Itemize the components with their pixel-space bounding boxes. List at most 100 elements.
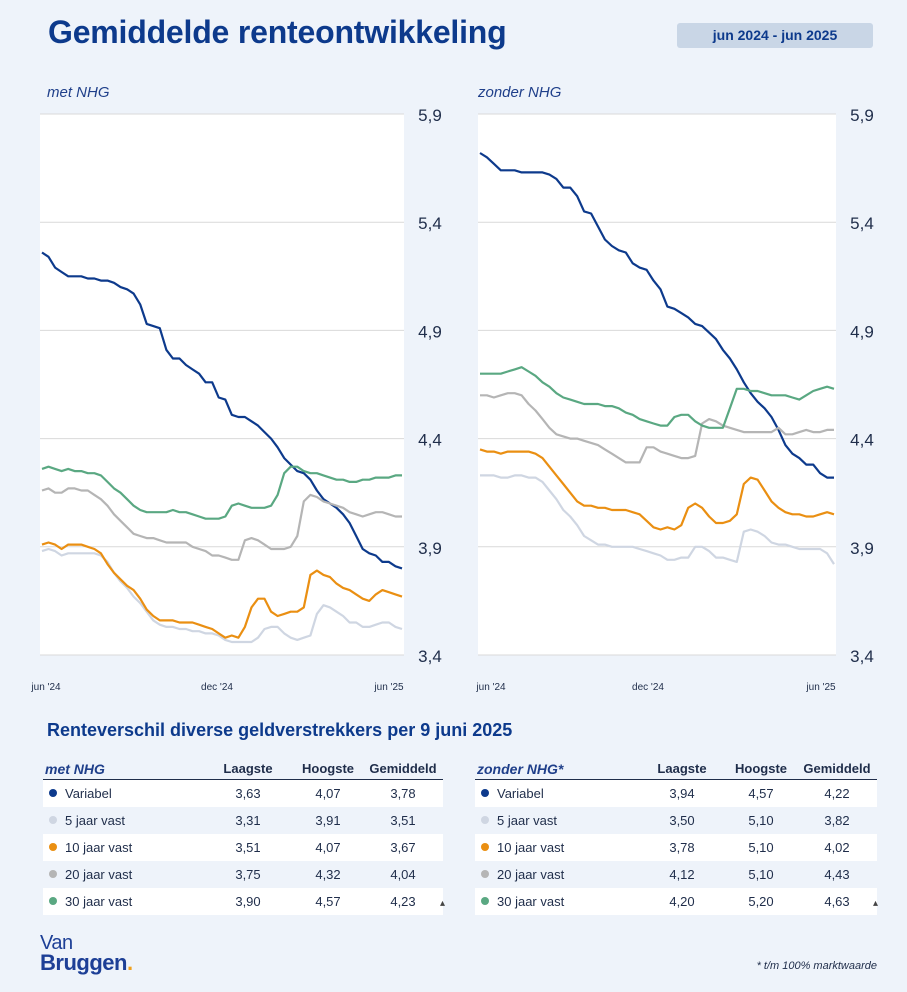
y-tick-label: 5,9 xyxy=(850,106,874,125)
column-header: Hoogste xyxy=(735,761,787,776)
column-header: Gemiddeld xyxy=(369,761,437,776)
legend-dot xyxy=(49,789,57,797)
table-cell: 4,63 xyxy=(824,894,850,909)
table-cell: 4,57 xyxy=(748,786,774,801)
plot-area xyxy=(478,114,836,655)
legend-dot xyxy=(481,897,489,905)
row-name: 10 jaar vast xyxy=(65,840,133,855)
table-cell: 3,91 xyxy=(315,813,341,828)
table-cell: 3,78 xyxy=(390,786,416,801)
table-row: 30 jaar vast 4,20 5,20 4,63 xyxy=(475,888,877,915)
legend-dot xyxy=(49,843,57,851)
series-line-10-jaar-vast xyxy=(41,541,403,639)
column-header: Hoogste xyxy=(302,761,354,776)
y-tick-label: 4,4 xyxy=(850,431,874,450)
table-row: 10 jaar vast 3,78 5,10 4,02 xyxy=(475,834,877,861)
table-row: 20 jaar vast 3,75 4,32 4,04 xyxy=(43,861,443,888)
chart-title-zonder-nhg: zonder NHG xyxy=(478,84,562,101)
row-name: 20 jaar vast xyxy=(497,867,565,882)
row-name: 5 jaar vast xyxy=(65,813,125,828)
table-header: zonder NHG* Laagste Hoogste Gemiddeld xyxy=(475,758,877,780)
table-cell: 4,07 xyxy=(315,786,341,801)
x-tick-label: dec '24 xyxy=(201,682,233,693)
table-met-nhg: met NHG Laagste Hoogste Gemiddeld Variabel 3,… xyxy=(43,758,443,915)
table-header: met NHG Laagste Hoogste Gemiddeld xyxy=(43,758,443,780)
row-name: 10 jaar vast xyxy=(497,840,565,855)
logo-line2: Bruggen. xyxy=(40,952,133,974)
table-cell: 5,10 xyxy=(748,813,774,828)
y-tick-label: 5,4 xyxy=(418,214,442,233)
corner-mark: ▴ xyxy=(440,898,446,909)
legend-dot xyxy=(49,816,57,824)
table-cell: 4,12 xyxy=(669,867,695,882)
chart-title-met-nhg: met NHG xyxy=(47,84,110,101)
table-cell: 4,02 xyxy=(824,840,850,855)
y-tick-label: 3,9 xyxy=(418,539,442,558)
series-line-variabel xyxy=(41,251,403,570)
series-line-variabel xyxy=(479,152,834,479)
table-cell: 4,20 xyxy=(669,894,695,909)
table-cell: 3,90 xyxy=(235,894,261,909)
table-cell: 4,04 xyxy=(390,867,416,882)
row-name: 20 jaar vast xyxy=(65,867,133,882)
series-line-20-jaar-vast xyxy=(480,392,834,464)
legend-dot xyxy=(49,870,57,878)
series-line-5-jaar-vast xyxy=(480,474,835,565)
table-label: zonder NHG* xyxy=(477,761,564,777)
y-tick-label: 4,9 xyxy=(418,322,442,341)
table-cell: 4,32 xyxy=(315,867,341,882)
y-tick-label: 5,4 xyxy=(850,214,874,233)
logo-dot: . xyxy=(126,950,133,975)
x-tick-label: dec '24 xyxy=(632,682,664,693)
table-cell: 5,10 xyxy=(748,840,774,855)
legend-dot xyxy=(481,789,489,797)
table-zonder-nhg: zonder NHG* Laagste Hoogste Gemiddeld Variab… xyxy=(475,758,877,915)
page-title: Gemiddelde renteontwikkeling xyxy=(48,14,507,50)
brand-logo: Van Bruggen. xyxy=(40,933,133,974)
y-tick-label: 4,4 xyxy=(418,431,442,450)
y-tick-label: 3,9 xyxy=(850,539,874,558)
table-cell: 3,94 xyxy=(669,786,695,801)
table-cell: 3,50 xyxy=(669,813,695,828)
table-cell: 3,31 xyxy=(235,813,261,828)
table-row: 20 jaar vast 4,12 5,10 4,43 xyxy=(475,861,877,888)
row-name: Variabel xyxy=(497,786,544,801)
table-cell: 3,82 xyxy=(824,813,850,828)
row-name: 5 jaar vast xyxy=(497,813,557,828)
corner-mark: ▴ xyxy=(873,898,879,909)
y-tick-label: 3,4 xyxy=(418,647,442,666)
column-header: Laagste xyxy=(223,761,273,776)
series-line-30-jaar-vast xyxy=(41,465,402,520)
row-name: Variabel xyxy=(65,786,112,801)
x-tick-label: jun '24 xyxy=(30,682,61,693)
y-tick-label: 3,4 xyxy=(850,647,874,666)
table-cell: 4,23 xyxy=(390,894,416,909)
table-cell: 5,10 xyxy=(748,867,774,882)
table-cell: 3,78 xyxy=(669,840,695,855)
table-cell: 3,75 xyxy=(235,867,261,882)
x-tick-label: jun '24 xyxy=(475,682,506,693)
series-line-10-jaar-vast xyxy=(479,448,835,531)
row-name: 30 jaar vast xyxy=(497,894,565,909)
table-cell: 4,07 xyxy=(315,840,341,855)
table-cell: 4,22 xyxy=(824,786,850,801)
table-cell: 3,51 xyxy=(235,840,261,855)
legend-dot xyxy=(481,816,489,824)
table-row: Variabel 3,63 4,07 3,78 xyxy=(43,780,443,807)
legend-dot xyxy=(481,870,489,878)
table-cell: 3,51 xyxy=(390,813,416,828)
table-row: 5 jaar vast 3,31 3,91 3,51 xyxy=(43,807,443,834)
table-cell: 5,20 xyxy=(748,894,774,909)
x-tick-label: jun '25 xyxy=(805,682,836,693)
table-cell: 4,57 xyxy=(315,894,341,909)
table-cell: 3,67 xyxy=(390,840,416,855)
table-cell: 3,63 xyxy=(235,786,261,801)
column-header: Laagste xyxy=(657,761,707,776)
logo-line1: Van xyxy=(40,932,73,954)
y-tick-label: 5,9 xyxy=(418,106,442,125)
series-line-30-jaar-vast xyxy=(480,366,835,429)
table-cell: 4,43 xyxy=(824,867,850,882)
table-row: Variabel 3,94 4,57 4,22 xyxy=(475,780,877,807)
table-row: 5 jaar vast 3,50 5,10 3,82 xyxy=(475,807,877,834)
column-header: Gemiddeld xyxy=(803,761,871,776)
